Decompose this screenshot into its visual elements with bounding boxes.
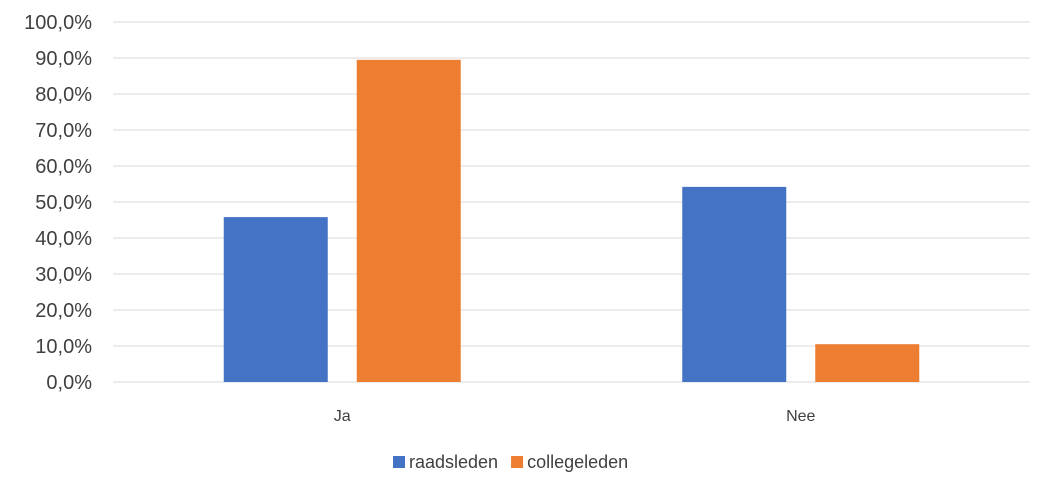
legend-swatch-raadsleden (393, 456, 405, 468)
y-tick-label: 30,0% (35, 264, 92, 286)
y-tick-label: 50,0% (35, 192, 92, 214)
y-tick-label: 80,0% (35, 84, 92, 106)
y-tick-label: 60,0% (35, 156, 92, 178)
bar-collegeleden-nee (815, 344, 920, 382)
y-tick-label: 0,0% (46, 372, 92, 394)
y-tick-label: 10,0% (35, 336, 92, 358)
legend-label-collegeleden: collegeleden (527, 452, 628, 472)
bars (223, 59, 920, 383)
x-category-label: Ja (334, 408, 351, 425)
legend: raadsleden collegeleden (393, 452, 628, 472)
legend-swatch-collegeleden (511, 456, 524, 468)
y-tick-label: 40,0% (35, 228, 92, 250)
bar-raadsleden-nee (682, 186, 787, 382)
legend-label-raadsleden: raadsleden (409, 452, 498, 472)
y-axis-tick-labels: 0,0% 10,0% 20,0% 30,0% 40,0% 50,0% 60,0% 70,0% 8… (24, 12, 92, 394)
y-tick-label: 90,0% (35, 48, 92, 70)
bar-raadsleden-ja (223, 217, 328, 382)
x-axis-category-labels: Ja Nee (334, 408, 816, 425)
y-tick-label: 20,0% (35, 300, 92, 322)
bar-collegeleden-ja (356, 59, 461, 383)
y-tick-label: 70,0% (35, 120, 92, 142)
x-category-label: Nee (786, 408, 815, 425)
y-tick-label: 100,0% (24, 12, 92, 34)
